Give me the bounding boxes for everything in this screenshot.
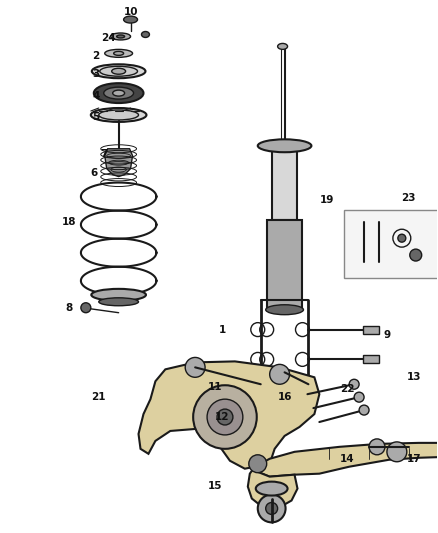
Text: 14: 14: [340, 454, 354, 464]
Text: 6: 6: [90, 167, 97, 177]
Ellipse shape: [91, 289, 146, 301]
Ellipse shape: [111, 33, 131, 40]
Circle shape: [185, 358, 205, 377]
Polygon shape: [248, 467, 297, 508]
Text: 23: 23: [402, 193, 416, 204]
Text: 22: 22: [340, 384, 354, 394]
Ellipse shape: [105, 50, 133, 58]
Ellipse shape: [258, 139, 311, 152]
Circle shape: [193, 385, 257, 449]
Text: 15: 15: [208, 481, 222, 490]
Ellipse shape: [278, 43, 288, 50]
Ellipse shape: [94, 83, 144, 103]
Ellipse shape: [141, 31, 149, 37]
Circle shape: [266, 503, 278, 514]
Bar: [267, 220, 303, 310]
Text: 16: 16: [277, 392, 292, 402]
Circle shape: [81, 303, 91, 313]
Text: 13: 13: [406, 372, 421, 382]
Text: 21: 21: [92, 392, 106, 402]
Circle shape: [410, 249, 422, 261]
Circle shape: [349, 379, 359, 389]
Circle shape: [387, 442, 407, 462]
Ellipse shape: [100, 66, 138, 76]
Circle shape: [369, 439, 385, 455]
Text: 11: 11: [208, 382, 222, 392]
Ellipse shape: [92, 64, 145, 78]
Ellipse shape: [99, 298, 138, 306]
Circle shape: [359, 405, 369, 415]
Circle shape: [270, 365, 290, 384]
Text: 9: 9: [383, 329, 391, 340]
Text: 12: 12: [215, 412, 229, 422]
Ellipse shape: [104, 87, 134, 99]
Polygon shape: [105, 149, 133, 176]
Circle shape: [398, 234, 406, 242]
Text: 8: 8: [65, 303, 73, 313]
Ellipse shape: [266, 305, 304, 314]
Ellipse shape: [124, 16, 138, 23]
Ellipse shape: [112, 68, 126, 74]
Bar: [272, 141, 297, 220]
Text: 7: 7: [100, 149, 107, 159]
Text: 5: 5: [92, 112, 99, 122]
Ellipse shape: [99, 110, 138, 120]
Circle shape: [354, 392, 364, 402]
Text: 18: 18: [62, 217, 76, 227]
Circle shape: [217, 409, 233, 425]
Circle shape: [249, 455, 267, 473]
Text: 2: 2: [92, 51, 99, 61]
Polygon shape: [255, 443, 438, 477]
Circle shape: [207, 399, 243, 435]
Bar: [276, 467, 283, 472]
Text: 24: 24: [101, 34, 116, 44]
Circle shape: [258, 495, 286, 522]
Text: 17: 17: [406, 454, 421, 464]
Bar: [344, 211, 438, 278]
Text: 3: 3: [92, 69, 99, 79]
Ellipse shape: [114, 51, 124, 55]
Ellipse shape: [113, 90, 124, 96]
Ellipse shape: [91, 108, 146, 122]
Ellipse shape: [117, 35, 124, 38]
Bar: [363, 356, 379, 364]
Polygon shape: [138, 361, 319, 469]
Text: 19: 19: [320, 196, 335, 205]
Text: 10: 10: [124, 6, 138, 17]
Ellipse shape: [256, 482, 288, 496]
Text: 1: 1: [219, 325, 226, 335]
Text: 4: 4: [92, 91, 99, 101]
Bar: [363, 326, 379, 334]
